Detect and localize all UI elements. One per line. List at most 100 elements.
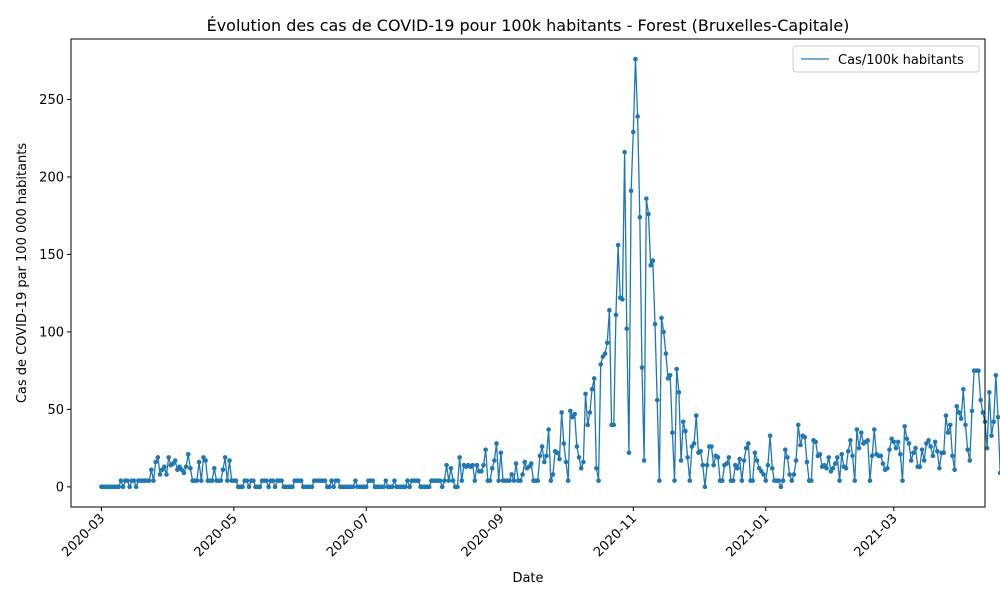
- data-point: [322, 478, 328, 483]
- data-point: [172, 458, 178, 463]
- data-point: [511, 478, 517, 483]
- data-point: [546, 427, 551, 432]
- data-point: [211, 465, 217, 471]
- y-tick-label: 0: [56, 480, 64, 495]
- data-point: [153, 459, 158, 465]
- data-point: [976, 368, 981, 373]
- data-point: [737, 456, 742, 462]
- data-point: [724, 461, 729, 466]
- data-point: [730, 478, 736, 483]
- data-point: [960, 386, 966, 392]
- data-point: [813, 439, 818, 445]
- data-point: [843, 465, 849, 471]
- data-point: [576, 455, 582, 460]
- data-point: [787, 472, 792, 477]
- y-tick-label: 50: [47, 403, 64, 418]
- data-point: [680, 419, 686, 425]
- data-point: [950, 453, 955, 459]
- data-point: [146, 478, 152, 483]
- data-point: [693, 413, 699, 418]
- data-point: [509, 472, 515, 477]
- data-point: [290, 484, 295, 490]
- data-point: [780, 478, 786, 483]
- data-point: [350, 484, 356, 490]
- data-point: [594, 465, 599, 471]
- data-point: [809, 478, 814, 483]
- data-point: [743, 445, 749, 451]
- data-point: [878, 453, 884, 459]
- data-point: [439, 484, 445, 490]
- data-point: [220, 467, 226, 473]
- data-point: [926, 438, 931, 443]
- data-point: [741, 458, 747, 463]
- data-point: [535, 478, 541, 483]
- data-point: [125, 478, 130, 483]
- data-point: [635, 114, 640, 119]
- data-point: [913, 445, 918, 451]
- data-point: [583, 391, 588, 397]
- data-point: [670, 430, 675, 435]
- data-point: [934, 448, 940, 454]
- y-tick-label: 150: [39, 248, 64, 263]
- data-point: [407, 484, 412, 490]
- data-point: [993, 372, 999, 378]
- data-point: [676, 390, 682, 395]
- data-point: [943, 413, 949, 418]
- data-point: [785, 455, 790, 460]
- data-point: [871, 427, 877, 432]
- data-point: [572, 411, 577, 417]
- data-point: [648, 262, 653, 268]
- data-point: [270, 478, 276, 483]
- data-point: [739, 478, 745, 483]
- data-point: [652, 321, 658, 327]
- data-point: [995, 414, 1000, 420]
- data-point: [181, 470, 187, 476]
- data-point: [958, 416, 964, 421]
- data-point: [715, 455, 721, 460]
- data-point: [956, 410, 962, 415]
- data-point: [765, 462, 771, 468]
- data-point: [298, 478, 304, 483]
- data-point: [856, 445, 862, 451]
- data-point: [487, 478, 493, 483]
- data-point: [548, 478, 554, 483]
- data-point: [127, 484, 132, 490]
- data-point: [383, 478, 389, 483]
- data-point: [750, 478, 755, 483]
- data-point: [450, 478, 456, 483]
- y-tick-label: 100: [39, 325, 64, 340]
- data-point: [446, 478, 452, 483]
- data-point: [832, 461, 838, 466]
- data-point: [585, 422, 590, 428]
- data-point: [761, 472, 766, 477]
- data-point: [522, 459, 528, 465]
- data-point: [848, 438, 853, 443]
- data-point: [327, 484, 332, 490]
- data-point: [839, 452, 845, 457]
- data-point: [496, 478, 501, 483]
- data-point: [997, 470, 1000, 476]
- data-point: [563, 459, 569, 465]
- data-point: [568, 408, 573, 414]
- data-point: [162, 464, 167, 470]
- data-point: [494, 441, 499, 446]
- data-point: [602, 351, 608, 356]
- data-point: [778, 484, 784, 490]
- data-point: [188, 465, 193, 471]
- data-point: [952, 467, 957, 473]
- data-point: [893, 445, 899, 451]
- data-point: [954, 403, 960, 409]
- data-point: [626, 450, 632, 456]
- data-point: [589, 386, 595, 392]
- data-point: [891, 439, 897, 445]
- data-point: [932, 439, 938, 445]
- data-point: [698, 448, 703, 454]
- data-point: [895, 439, 901, 445]
- data-point: [735, 465, 740, 471]
- data-point: [835, 455, 840, 460]
- data-point: [720, 478, 725, 483]
- data-point: [917, 464, 923, 470]
- data-point: [151, 478, 156, 483]
- chart-title: Évolution des cas de COVID-19 pour 100k …: [207, 16, 850, 35]
- data-point: [370, 478, 376, 483]
